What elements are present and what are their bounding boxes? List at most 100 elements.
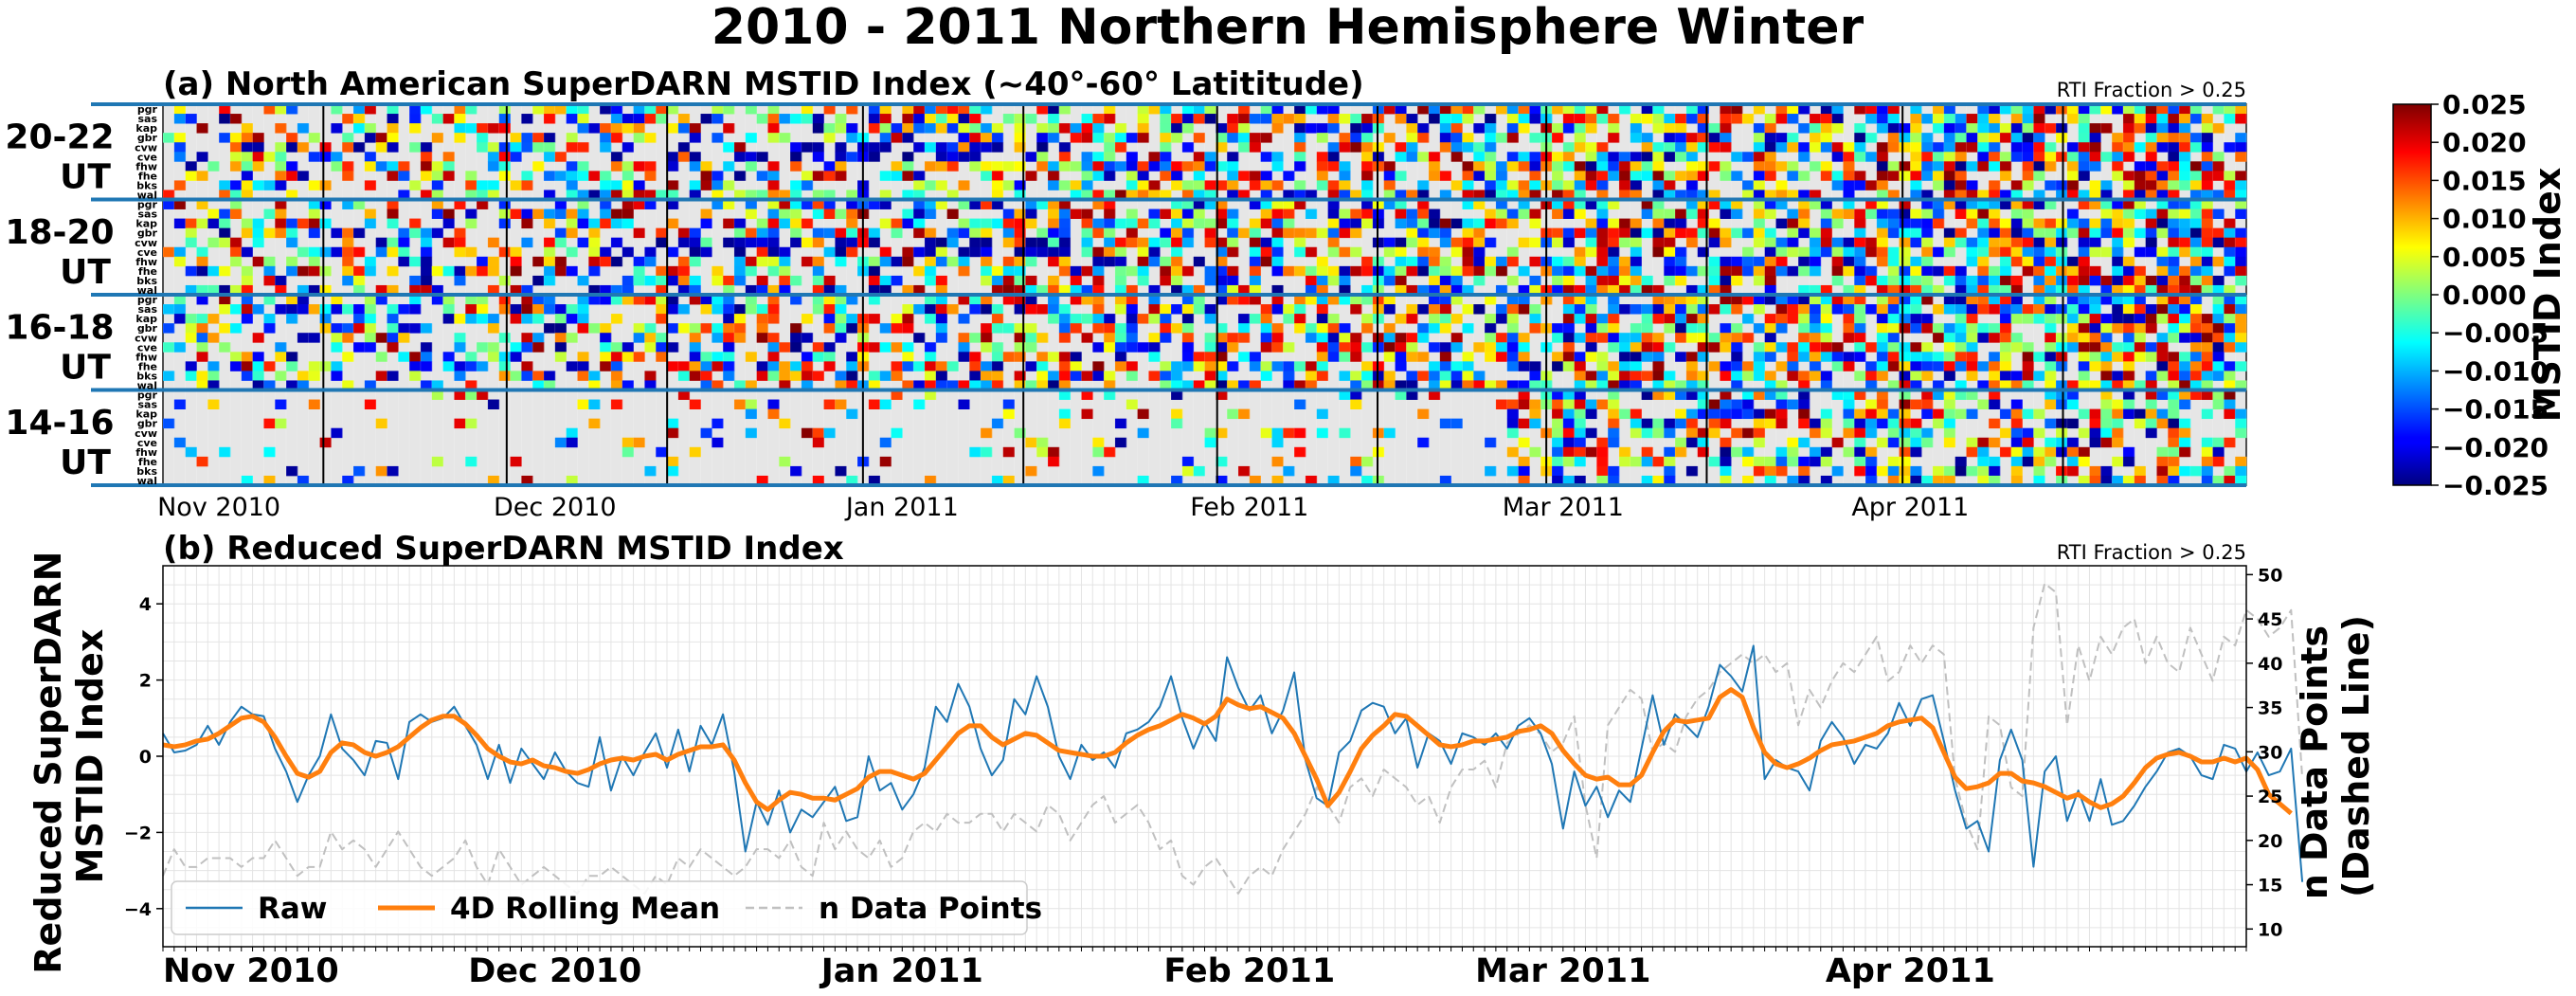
heatmap-cell <box>297 284 310 296</box>
heatmap-cell <box>297 380 310 390</box>
heatmap-cell <box>2156 371 2169 381</box>
heatmap-cell <box>1753 190 1766 200</box>
heatmap-cell <box>297 265 310 277</box>
heatmap-cell <box>2122 133 2135 143</box>
heatmap-cell <box>1260 304 1272 315</box>
heatmap-cell <box>297 142 310 153</box>
heatmap-cell <box>1070 208 1082 219</box>
heatmap-cell <box>1608 465 1620 477</box>
heatmap-cell <box>1664 133 1676 143</box>
heatmap-cell <box>969 199 982 209</box>
heatmap-cell <box>1294 123 1306 134</box>
heatmap-cell <box>2112 171 2124 181</box>
heatmap-cell <box>532 256 545 267</box>
heatmap-cell <box>1181 161 1195 172</box>
heatmap-cell <box>1989 123 2001 134</box>
heatmap-cell <box>2122 399 2135 409</box>
heatmap-cell <box>1685 380 1699 390</box>
heatmap-cell <box>229 256 243 267</box>
heatmap-cell <box>1664 304 1676 315</box>
heatmap-cell <box>1664 446 1676 458</box>
heatmap-cell <box>2168 333 2180 343</box>
heatmap-cell <box>1899 237 1911 248</box>
heatmap-cell <box>1865 465 1878 477</box>
heatmap-cell <box>1081 152 1093 162</box>
heatmap-cell <box>946 142 959 153</box>
heatmap-cell <box>1999 190 2012 200</box>
heatmap-cell <box>465 123 477 134</box>
heatmap-cell <box>935 114 947 124</box>
heatmap-cell <box>1305 323 1318 334</box>
heatmap-cell <box>1675 275 1687 286</box>
heatmap-cell <box>566 142 578 153</box>
heatmap-cell <box>935 161 947 172</box>
heatmap-cell <box>398 323 410 334</box>
heatmap-cell <box>163 371 175 381</box>
heatmap-cell <box>1685 295 1699 305</box>
heatmap-cell <box>1899 399 1911 409</box>
heatmap-cell <box>1887 275 1900 286</box>
heatmap-cell <box>1932 152 1945 162</box>
heatmap-cell <box>2100 408 2113 420</box>
heatmap-cell <box>196 256 208 267</box>
heatmap-cell <box>1596 142 1609 153</box>
heatmap-cell <box>1193 171 1205 181</box>
heatmap-cell <box>431 389 443 400</box>
heatmap-cell <box>1171 114 1183 124</box>
heatmap-cell <box>364 208 377 219</box>
heatmap-cell <box>1887 304 1900 315</box>
heatmap-cell <box>1260 133 1272 143</box>
heatmap-cell <box>1529 418 1541 429</box>
heatmap-cell <box>2179 399 2191 409</box>
heatmap-cell <box>554 256 567 267</box>
heatmap-cell <box>1171 133 1183 143</box>
heatmap-cell <box>2156 342 2169 353</box>
heatmap-cell <box>2212 208 2225 219</box>
heatmap-cell <box>767 199 780 209</box>
heatmap-cell <box>1058 323 1072 334</box>
heatmap-cell <box>1708 284 1720 296</box>
heatmap-cell <box>1899 295 1911 305</box>
heatmap-cell <box>319 180 332 190</box>
heatmap-cell <box>2089 104 2101 115</box>
heatmap-cell <box>1865 361 1878 371</box>
heatmap-cell <box>1989 380 2001 390</box>
heatmap-cell <box>1955 284 1967 296</box>
heatmap-cell <box>1664 123 1676 134</box>
heatmap-cell <box>1104 171 1116 181</box>
heatmap-cell <box>924 256 937 267</box>
heatmap-cell <box>1630 456 1642 467</box>
heatmap-cell <box>835 323 847 334</box>
heatmap-cell <box>1854 418 1866 429</box>
heatmap-cell <box>1002 180 1015 190</box>
heatmap-cell <box>812 237 824 248</box>
heatmap-cell <box>1809 190 1822 200</box>
heatmap-cell <box>1798 171 1810 181</box>
heatmap-cell <box>1820 304 1832 315</box>
heatmap-cell <box>1641 446 1653 458</box>
heatmap-cell <box>1798 475 1810 486</box>
heatmap-cell <box>1104 323 1116 334</box>
heatmap-cell <box>1529 361 1541 371</box>
heatmap-cell <box>1664 371 1676 381</box>
heatmap-cell <box>1417 237 1430 248</box>
heatmap-cell <box>1664 208 1676 219</box>
heatmap-cell <box>2156 142 2169 153</box>
heatmap-cell <box>1876 142 1889 153</box>
heatmap-cell <box>510 352 522 362</box>
heatmap-cell <box>1608 284 1620 296</box>
heatmap-cell <box>1002 284 1015 296</box>
heatmap-cell <box>2100 361 2113 371</box>
heatmap-cell <box>2145 389 2157 400</box>
heatmap-cell <box>1966 371 1978 381</box>
heatmap-cell <box>1506 152 1519 162</box>
heatmap-cell <box>1831 171 1844 181</box>
heatmap-cell <box>1439 352 1451 362</box>
heatmap-cell <box>1014 114 1026 124</box>
heatmap-cell <box>1731 352 1743 362</box>
heatmap-cell <box>1574 256 1586 267</box>
heatmap-cell <box>1854 295 1866 305</box>
heatmap-cell <box>1854 237 1866 248</box>
heatmap-cell <box>286 295 298 305</box>
heatmap-cell <box>2179 142 2191 153</box>
